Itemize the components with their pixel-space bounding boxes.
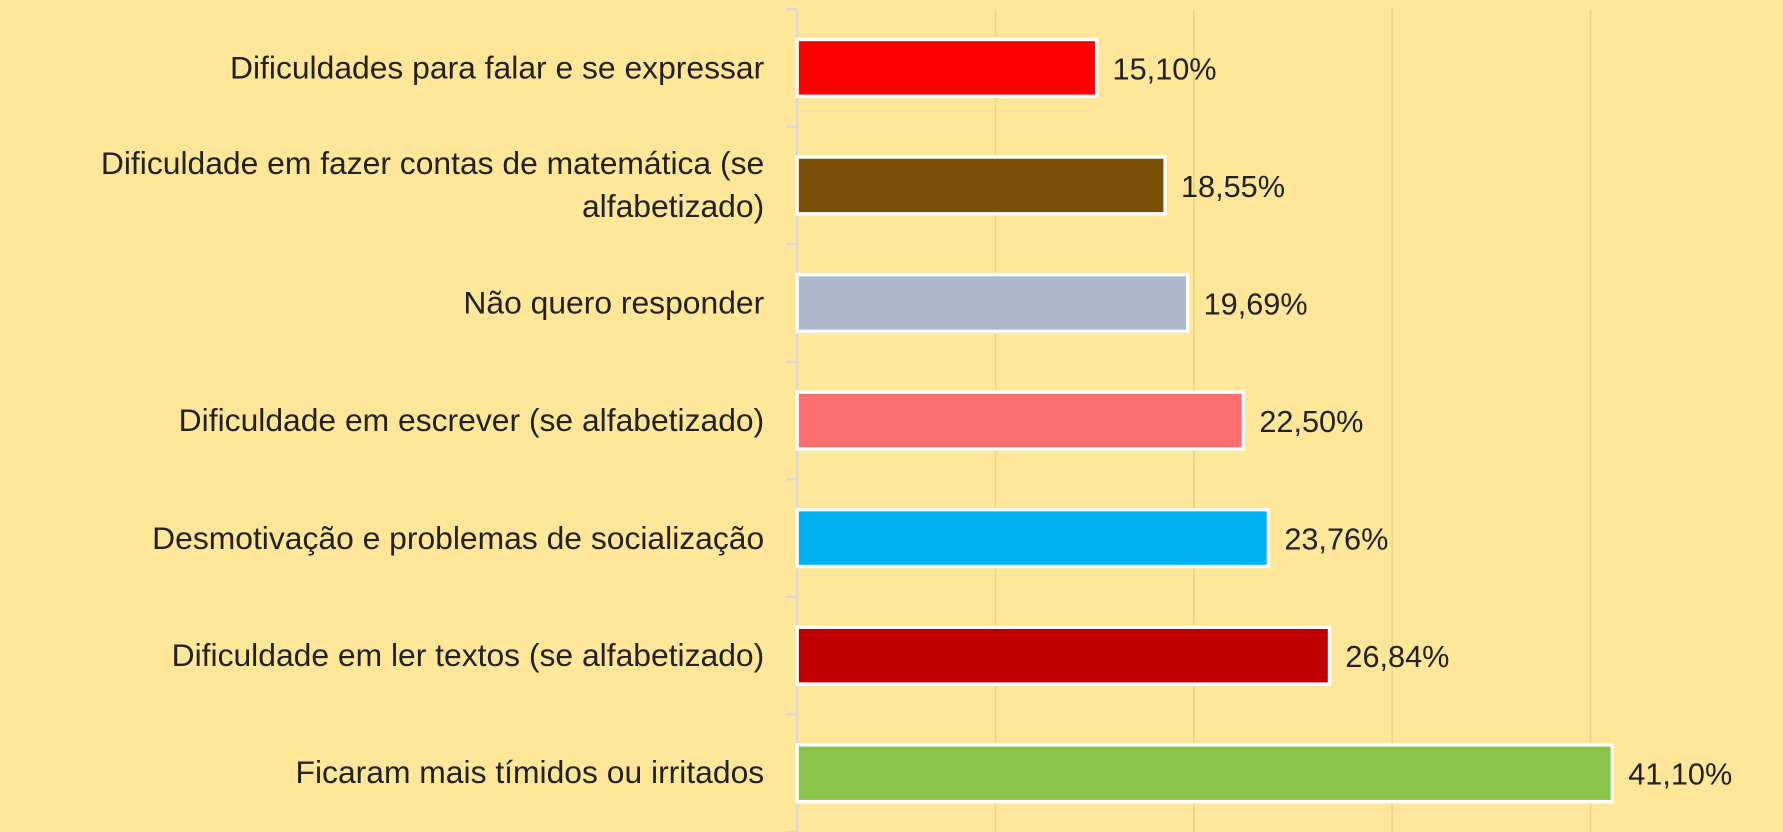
category-label-box: Não quero responder [463, 284, 765, 321]
category-label: Dificuldade em fazer contas de matemátic… [100, 145, 765, 225]
value-label: 22,50% [1259, 404, 1363, 439]
category-label-box: Dificuldade em escrever (se alfabetizado… [178, 402, 765, 438]
value-label: 18,55% [1181, 169, 1285, 204]
bar [795, 390, 1246, 451]
category-label-box: Dificuldades para falar e se expressar [229, 49, 765, 86]
bar [795, 507, 1271, 569]
bar [795, 272, 1190, 334]
category-label: Dificuldades para falar e se expressar [229, 49, 765, 86]
category-label-box: Desmotivação e problemas de socialização [152, 520, 765, 556]
category-label-box: Ficaram mais tímidos ou irritados [295, 755, 765, 791]
category-label: Dificuldade em ler textos (se alfabetiza… [171, 637, 765, 673]
value-label: 19,69% [1204, 287, 1308, 322]
bar [795, 625, 1332, 686]
category-label-box: Dificuldade em fazer contas de matemátic… [100, 145, 765, 225]
category-label: Desmotivação e problemas de socialização [152, 520, 765, 556]
value-label: 26,84% [1345, 639, 1449, 674]
value-label: 23,76% [1284, 522, 1388, 557]
bar [795, 37, 1099, 98]
bar [795, 743, 1615, 804]
bar [795, 155, 1167, 216]
category-label: Não quero responder [463, 284, 765, 321]
category-label: Ficaram mais tímidos ou irritados [295, 755, 765, 791]
value-label: 41,10% [1628, 757, 1732, 792]
category-label: Dificuldade em escrever (se alfabetizado… [178, 402, 765, 438]
value-label: 15,10% [1113, 51, 1217, 86]
category-label-box: Dificuldade em ler textos (se alfabetiza… [171, 637, 765, 673]
